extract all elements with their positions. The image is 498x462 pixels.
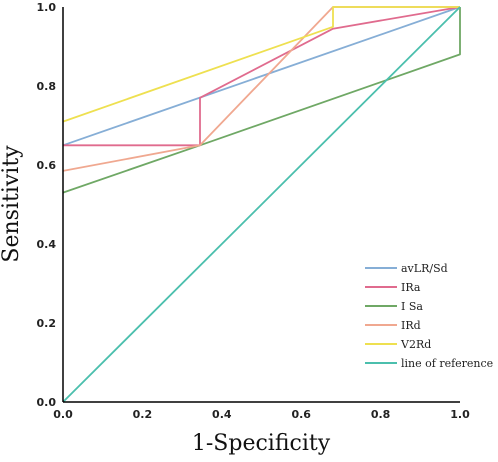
y-tick-label: 1.0 — [37, 1, 57, 14]
series-line-ira — [63, 6, 461, 147]
legend-label: line of reference — [401, 357, 493, 370]
series-line-line-of-reference — [62, 6, 461, 403]
y-tick-label: 0.4 — [37, 238, 57, 251]
x-tick-label: 1.0 — [450, 408, 470, 421]
y-tick-label: 0.0 — [37, 396, 57, 409]
y-axis-title: Sensitivity — [0, 145, 24, 263]
ticks-layer: 0.0 0.2 0.4 0.6 0.8 1.0 0.0 0.2 0.4 0.6 0.8 1.0 — [37, 1, 471, 421]
y-tick-label: 0.2 — [37, 317, 57, 330]
legend-label: V2Rd — [400, 338, 431, 351]
x-axis-title: 1-Specificity — [192, 431, 331, 456]
x-tick-label: 0.0 — [53, 408, 73, 421]
legend-label: IRa — [401, 281, 421, 294]
series-line-avlr-sd — [62, 6, 461, 147]
x-tick-label: 0.2 — [133, 408, 153, 421]
series-line-ird — [62, 6, 460, 172]
x-tick-label: 0.8 — [371, 408, 391, 421]
series-line-i-sa — [62, 7, 461, 194]
series-layer — [62, 6, 461, 403]
legend-label: avLR/Sd — [401, 262, 448, 275]
y-tick-label: 0.6 — [37, 159, 57, 172]
series-line-v2rd — [62, 6, 460, 123]
y-tick-label: 0.8 — [37, 80, 57, 93]
x-tick-label: 0.4 — [212, 408, 232, 421]
legend: avLR/Sd IRa I Sa IRd V2Rd line of reference — [365, 262, 493, 370]
legend-label: IRd — [401, 319, 421, 332]
x-tick-label: 0.6 — [291, 408, 311, 421]
legend-label: I Sa — [401, 300, 423, 313]
